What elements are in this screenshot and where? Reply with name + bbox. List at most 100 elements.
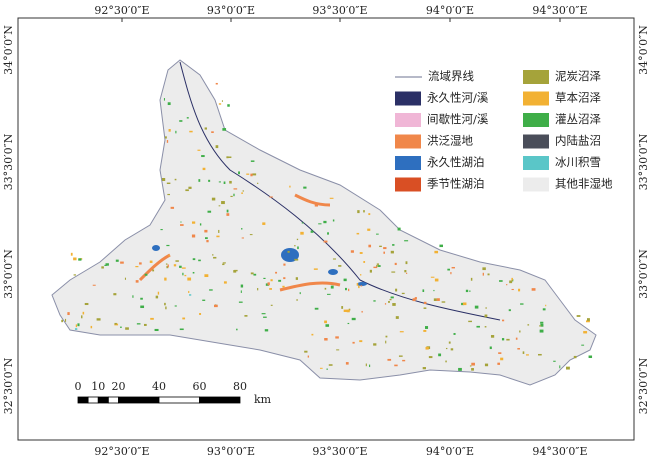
scale-segment [77, 396, 89, 404]
longitude-label: 93°30′0″E [312, 4, 367, 17]
wetland-patch [226, 156, 229, 159]
wetland-patch [497, 362, 501, 365]
wetland-patch [75, 324, 78, 328]
wetland-patch [501, 338, 505, 341]
wetland-patch [482, 272, 484, 276]
legend-swatch [523, 156, 549, 170]
wetland-patch [576, 315, 581, 317]
wetland-patch [332, 219, 335, 222]
wetland-patch [82, 311, 85, 315]
wetland-patch [451, 266, 455, 269]
wetland-patch [373, 266, 378, 269]
longitude-label: 94°30′0″E [532, 4, 587, 17]
lake [357, 282, 367, 286]
wetland-patch [179, 265, 182, 268]
wetland-patch [311, 333, 314, 336]
wetland-patch [422, 367, 426, 370]
wetland-patch [191, 234, 196, 238]
wetland-patch [539, 325, 542, 327]
wetland-patch [329, 197, 334, 199]
wetland-patch [250, 272, 254, 275]
wetland-patch [423, 329, 427, 332]
wetland-patch [537, 353, 542, 356]
lake [281, 248, 299, 262]
wetland-patch [218, 205, 221, 207]
wetland-patch [376, 263, 380, 265]
wetland-patch [218, 103, 222, 105]
latitude-label: 32°30′0″N [2, 357, 15, 414]
wetland-patch [144, 273, 148, 276]
wetland-patch [368, 213, 371, 216]
legend-label: 洪泛湿地 [427, 134, 473, 148]
wetland-patch [469, 365, 472, 367]
wetland-patch [227, 104, 230, 107]
basin [51, 59, 597, 386]
latitude-label: 34°0′0″N [637, 25, 650, 75]
scale-label: 40 [152, 380, 166, 393]
wetland-patch [270, 279, 273, 282]
wetland-patch [485, 307, 487, 309]
wetland-patch [175, 130, 177, 134]
wetland-patch [313, 268, 318, 270]
wetland-patch [264, 329, 269, 332]
wetland-patch [170, 206, 175, 209]
wetland-patch [434, 250, 439, 254]
wetland-patch [226, 213, 230, 216]
wetland-patch [182, 317, 186, 320]
wetland-patch [211, 131, 214, 133]
wetland-patch [204, 237, 208, 240]
scale-label: 0 [75, 380, 82, 393]
wetland-patch [139, 262, 142, 265]
wetland-patch [511, 277, 513, 281]
wetland-patch [542, 308, 546, 311]
wetland-patch [325, 324, 330, 327]
wetland-patch [363, 210, 365, 213]
wetland-patch [240, 284, 244, 288]
wetland-patch [433, 298, 437, 301]
wetland-patch [470, 277, 473, 281]
wetland-patch [184, 274, 187, 277]
wetland-patch [539, 329, 544, 333]
wetland-patch [174, 305, 177, 307]
wetland-patch [394, 364, 398, 367]
wetland-patch [450, 348, 454, 351]
wetland-patch [215, 145, 219, 149]
wetland-patch [241, 237, 245, 239]
wetland-patch [363, 261, 366, 263]
wetland-patch [402, 359, 406, 362]
wetland-patch [545, 304, 547, 307]
scale-segment [107, 396, 119, 404]
wetland-patch [287, 250, 290, 253]
wetland-patch [283, 277, 286, 280]
wetland-patch [252, 173, 257, 176]
legend-swatch [395, 91, 421, 106]
wetland-patch [412, 298, 416, 302]
wetland-patch [476, 325, 480, 328]
wetland-patch [471, 368, 474, 371]
wetland-patch [163, 98, 165, 101]
wetland-patch [515, 337, 518, 340]
wetland-patch [392, 244, 395, 246]
wetland-patch [573, 355, 577, 359]
wetland-patch [517, 348, 520, 350]
wetland-patch [373, 343, 377, 346]
longitude-label: 93°0′0″E [207, 4, 255, 17]
wetland-patch [189, 130, 193, 133]
wetland-patch [423, 307, 427, 309]
wetland-patch [206, 239, 209, 243]
wetland-patch [356, 232, 360, 235]
legend-label: 内陆盐沼 [555, 134, 601, 148]
wetland-patch [269, 196, 273, 198]
wetland-patch [323, 240, 328, 243]
wetland-patch [462, 302, 467, 306]
scale-label: 80 [233, 380, 247, 393]
wetland-patch [165, 306, 167, 310]
wetland-patch [474, 305, 479, 309]
wetland-patch [359, 340, 363, 343]
wetland-patch [204, 127, 208, 130]
wetland-patch [74, 328, 78, 330]
wetland-patch [182, 272, 184, 276]
wetland-patch [180, 221, 182, 223]
wetland-patch [162, 177, 166, 181]
